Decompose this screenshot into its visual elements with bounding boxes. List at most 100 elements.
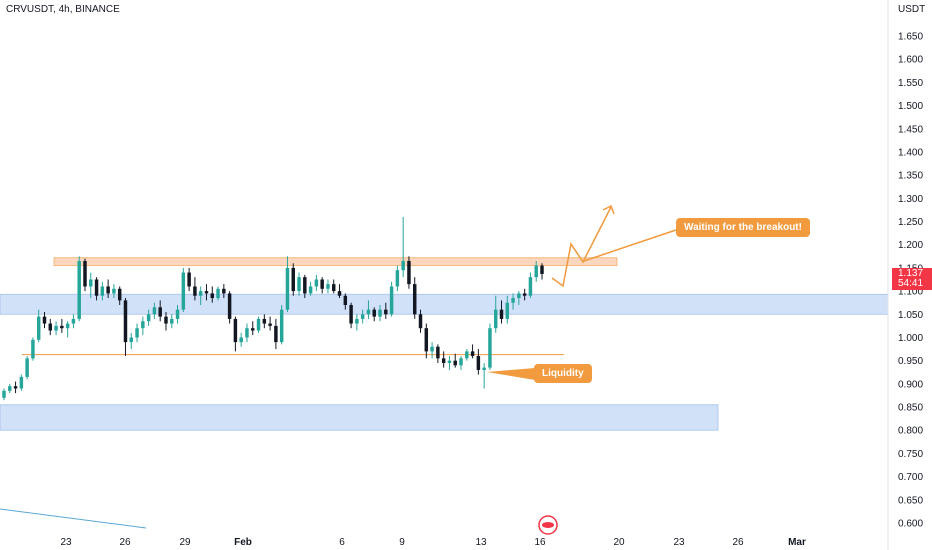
- price-tick-label: 1.500: [898, 101, 923, 112]
- candle-body: [262, 318, 267, 324]
- time-tick-label: 26: [119, 537, 131, 548]
- last-price-tag: 1.137 54:41: [892, 268, 932, 290]
- candle-body: [308, 286, 313, 294]
- time-tick-label: 16: [534, 537, 546, 548]
- candle-body: [83, 260, 87, 287]
- price-tick-label: 1.000: [898, 333, 923, 344]
- candle-body: [54, 325, 58, 331]
- candle-body: [343, 295, 348, 306]
- time-tick-label: 29: [179, 537, 191, 548]
- projection-arrowhead: [602, 204, 615, 215]
- tradingview-logo-icon[interactable]: [538, 515, 558, 535]
- candle-body: [465, 351, 469, 359]
- breakout-callout-pointer: [583, 229, 677, 262]
- candles-layer: [2, 216, 544, 401]
- candle-body: [19, 376, 24, 389]
- candle-body: [349, 305, 353, 324]
- price-axis-unit: USDT: [898, 4, 926, 15]
- candle-body: [418, 314, 423, 329]
- breakout-callout[interactable]: Waiting for the breakout!: [676, 218, 810, 237]
- candle-body: [517, 293, 521, 299]
- candle-body: [476, 356, 481, 370]
- price-tick-label: 1.450: [898, 124, 923, 135]
- candle-body: [198, 291, 203, 296]
- candle-body: [378, 309, 382, 317]
- candle-body: [436, 346, 440, 359]
- candle-body: [227, 293, 232, 319]
- liquidity-callout-pointer: [487, 368, 535, 380]
- price-tick-label: 0.650: [898, 495, 923, 506]
- candle-body: [372, 309, 376, 317]
- candle-body: [13, 386, 18, 389]
- candle-body: [204, 291, 209, 294]
- price-tick-label: 0.700: [898, 472, 923, 483]
- time-tick-label: 13: [475, 537, 487, 548]
- candle-body: [279, 309, 284, 343]
- drawings-layer: [487, 204, 677, 380]
- projection-path: [551, 206, 612, 288]
- last-price-value: 1.137: [898, 268, 924, 279]
- candle-body: [482, 367, 486, 370]
- bar-countdown: 54:41: [898, 278, 924, 289]
- candle-body: [164, 316, 168, 324]
- candle-body: [522, 293, 527, 296]
- candle-body: [424, 328, 429, 352]
- candle-body: [303, 277, 307, 294]
- candle-body: [135, 328, 139, 338]
- candle-body: [181, 272, 186, 310]
- price-tick-label: 0.750: [898, 449, 923, 460]
- candle-body: [129, 337, 134, 343]
- time-tick-label: Feb: [234, 537, 252, 548]
- candle-body: [100, 286, 105, 296]
- candle-body: [170, 318, 174, 324]
- zones-layer: [0, 257, 889, 431]
- candle-body: [366, 309, 371, 315]
- price-tick-label: 0.800: [898, 426, 923, 437]
- candle-body: [528, 277, 533, 296]
- price-tick-label: 1.300: [898, 194, 923, 205]
- time-tick-label: 23: [60, 537, 72, 548]
- candle-body: [251, 328, 255, 331]
- candle-body: [245, 328, 249, 338]
- candle-body: [117, 288, 122, 301]
- candle-body: [412, 284, 417, 315]
- liquidity-callout[interactable]: Liquidity: [534, 364, 592, 383]
- candle-body: [320, 279, 324, 289]
- candle-body: [210, 293, 214, 299]
- candle-body: [193, 286, 197, 296]
- candle-body: [36, 316, 41, 340]
- time-axis[interactable]: 23 26 29 Feb 6 9 13 16 20 23 26 Mar: [60, 537, 806, 548]
- candle-body: [407, 260, 411, 285]
- candle-body: [395, 270, 400, 287]
- candle-body: [453, 360, 457, 366]
- demand-zone: [0, 404, 719, 431]
- candle-body: [71, 318, 76, 324]
- candle-body: [222, 288, 226, 294]
- candle-body: [48, 323, 53, 331]
- candle-body: [291, 267, 295, 292]
- candle-body: [534, 265, 538, 278]
- candle-body: [268, 323, 272, 326]
- candle-body: [256, 318, 261, 331]
- time-tick-label: 20: [613, 537, 625, 548]
- candle-body: [65, 323, 70, 329]
- candle-body: [297, 277, 301, 292]
- candle-body: [239, 337, 243, 343]
- candle-body: [499, 309, 504, 319]
- time-tick-label: 23: [673, 537, 685, 548]
- candle-body: [447, 360, 452, 363]
- candle-body: [77, 260, 81, 319]
- candle-body: [441, 358, 446, 363]
- time-tick-label: 9: [399, 537, 405, 548]
- time-tick-label: 6: [339, 537, 345, 548]
- candle-body: [175, 309, 180, 319]
- price-tick-label: 1.050: [898, 310, 923, 321]
- candle-body: [8, 386, 12, 391]
- candle-body: [187, 272, 191, 287]
- trend-line: [0, 508, 147, 529]
- chart-title: CRVUSDT, 4h, BINANCE: [6, 4, 120, 15]
- candle-body: [488, 328, 492, 368]
- candle-body: [141, 321, 145, 329]
- candle-body: [505, 302, 510, 319]
